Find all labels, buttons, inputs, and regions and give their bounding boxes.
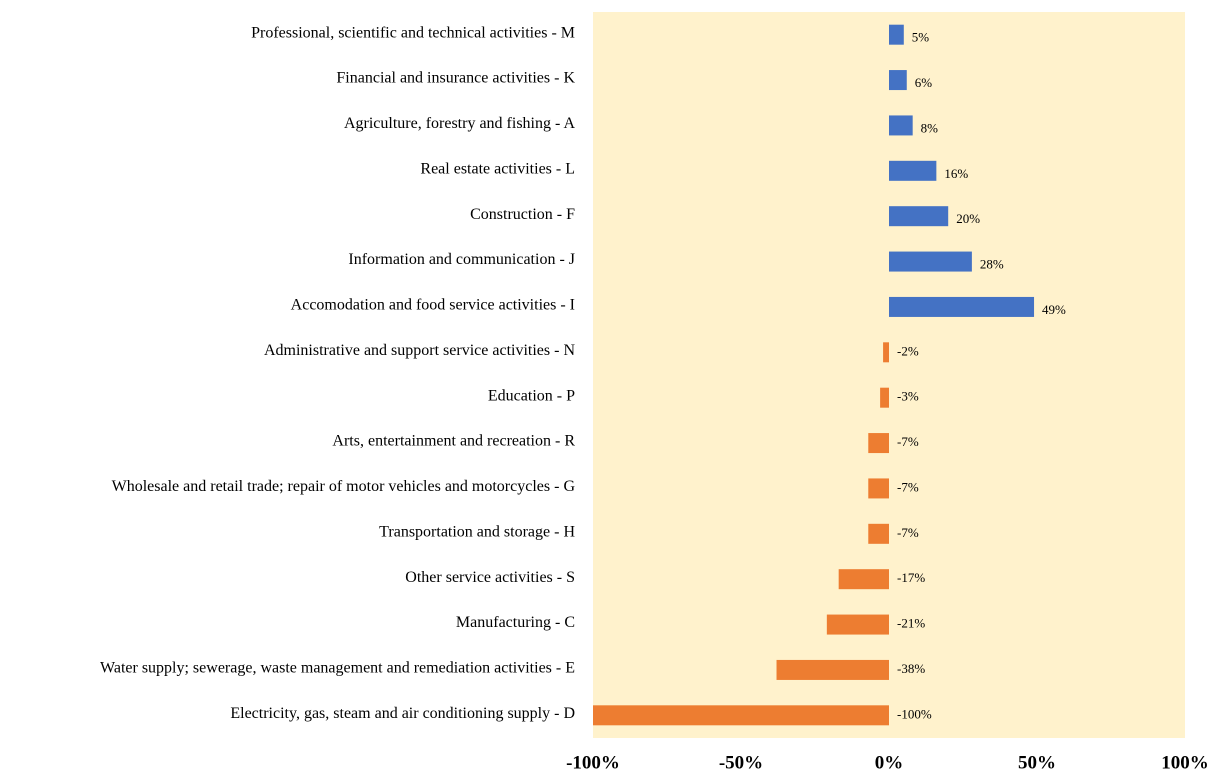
category-label: Manufacturing - C (456, 614, 575, 631)
category-label: Agriculture, forestry and fishing - A (344, 115, 576, 132)
category-label: Water supply; sewerage, waste management… (100, 660, 575, 677)
bar (838, 569, 889, 590)
value-label: 8% (921, 120, 939, 135)
category-label: Accomodation and food service activities… (291, 297, 575, 314)
x-tick-label: -100% (566, 752, 620, 773)
category-label: Electricity, gas, steam and air conditio… (230, 705, 575, 722)
bar (776, 659, 889, 680)
bar (889, 296, 1035, 317)
bar (889, 24, 904, 45)
category-label: Real estate activities - L (420, 160, 575, 177)
bar (889, 115, 913, 136)
value-label: -7% (897, 525, 919, 540)
bar (880, 387, 889, 408)
bar (868, 523, 889, 544)
category-label: Transportation and storage - H (379, 523, 575, 540)
x-tick-label: 0% (875, 752, 904, 773)
bar (889, 70, 907, 91)
value-label: 5% (912, 30, 930, 45)
value-label: -7% (897, 479, 919, 494)
value-label: 20% (956, 211, 980, 226)
x-tick-label: 100% (1161, 752, 1209, 773)
bar (593, 705, 889, 726)
value-label: -7% (897, 434, 919, 449)
value-label: -17% (897, 570, 925, 585)
x-tick-label: 50% (1018, 752, 1056, 773)
value-label: -2% (897, 343, 919, 358)
category-label: Wholesale and retail trade; repair of mo… (112, 478, 576, 495)
value-label: -21% (897, 616, 925, 631)
value-label: 28% (980, 257, 1004, 272)
value-label: -3% (897, 389, 919, 404)
bar (889, 160, 937, 181)
category-label: Education - P (488, 387, 575, 404)
value-label: -100% (897, 706, 932, 721)
category-label: Professional, scientific and technical a… (251, 24, 575, 41)
x-tick-label: -50% (719, 752, 763, 773)
bar (889, 206, 949, 227)
value-label: 49% (1042, 302, 1066, 317)
category-label: Construction - F (470, 206, 575, 223)
category-label: Other service activities - S (405, 569, 575, 586)
bar (826, 614, 889, 635)
bar (889, 251, 972, 272)
category-label: Administrative and support service activ… (264, 342, 575, 359)
category-label: Arts, entertainment and recreation - R (332, 433, 575, 450)
bar (883, 342, 889, 363)
category-label: Financial and insurance activities - K (336, 70, 575, 87)
value-label: -38% (897, 661, 925, 676)
value-label: 16% (944, 166, 968, 181)
bar (868, 478, 889, 499)
category-label: Information and communication - J (348, 251, 575, 268)
bar (868, 433, 889, 454)
value-label: 6% (915, 75, 933, 90)
